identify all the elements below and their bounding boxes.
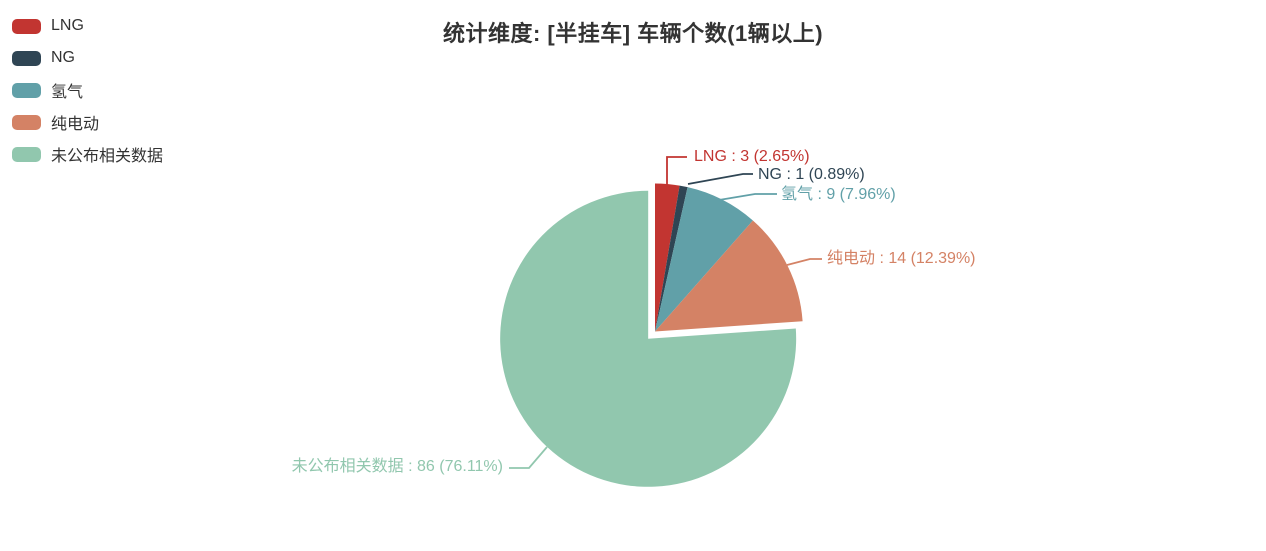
slice-label-bev: 纯电动 : 14 (12.39%) <box>827 250 976 267</box>
slice-label-lng: LNG : 3 (2.65%) <box>694 148 810 165</box>
slice-label-ng: NG : 1 (0.89%) <box>758 166 865 183</box>
legend-item-ng[interactable]: NG <box>12 49 163 66</box>
legend-label-hydrogen: 氢气 <box>51 84 84 101</box>
pie-slice-hydrogen[interactable] <box>655 187 753 332</box>
legend: LNG NG 氢气纯电动未公布相关数据 <box>12 17 163 178</box>
legend-item-bev[interactable]: 纯电动 <box>12 114 163 133</box>
legend-swatch-hydrogen <box>12 82 41 98</box>
legend-swatch-undisclosed <box>12 146 41 162</box>
legend-swatch-lng <box>12 18 41 34</box>
pie-slice-undisclosed[interactable] <box>500 190 797 487</box>
slice-label-hydrogen: 氢气 : 9 (7.96%) <box>781 186 896 203</box>
label-line-lng <box>666 156 687 186</box>
legend-item-hydrogen[interactable]: 氢气 <box>12 82 163 101</box>
legend-label-ng: NG <box>51 49 75 66</box>
label-line-undisclosed <box>509 446 548 469</box>
label-line-hydrogen <box>718 193 777 201</box>
pie-slice-bev[interactable] <box>655 220 803 332</box>
pie-slice-ng[interactable] <box>655 185 688 332</box>
label-line-ng <box>687 173 753 185</box>
chart-title: 统计维度: [半挂车] 车辆个数(1辆以上) <box>442 21 824 46</box>
label-line-bev <box>786 258 822 266</box>
legend-swatch-bev <box>12 114 41 130</box>
slice-label-undisclosed: 未公布相关数据 : 86 (76.11%) <box>291 458 503 475</box>
legend-label-undisclosed: 未公布相关数据 <box>51 148 164 165</box>
legend-label-lng: LNG <box>51 17 84 34</box>
legend-item-lng[interactable]: LNG <box>12 17 163 34</box>
legend-item-undisclosed[interactable]: 未公布相关数据 <box>12 146 163 165</box>
pie-slice-lng[interactable] <box>655 183 680 332</box>
legend-swatch-ng <box>12 50 41 66</box>
legend-label-bev: 纯电动 <box>51 116 100 133</box>
